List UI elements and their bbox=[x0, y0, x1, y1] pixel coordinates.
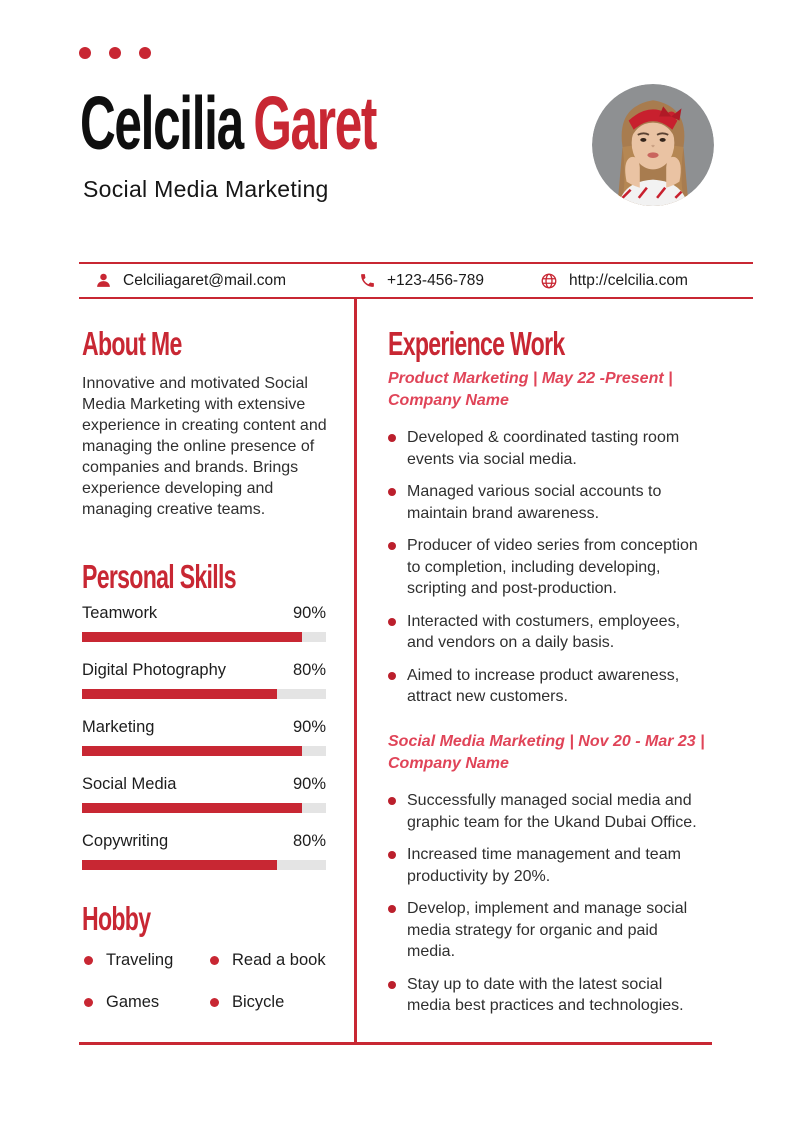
skill-bar-fill bbox=[82, 746, 302, 756]
contact-website: http://celcilia.com bbox=[540, 264, 688, 297]
skill-bar-track bbox=[82, 746, 326, 756]
skill-item: Digital Photography 80% bbox=[82, 661, 326, 699]
job-bullet: Managed various social accounts to maint… bbox=[388, 481, 703, 524]
decorative-dots bbox=[79, 47, 151, 59]
skill-percent: 90% bbox=[292, 775, 326, 793]
hobby-item: Games bbox=[84, 992, 210, 1012]
bullet-dot-icon bbox=[210, 955, 219, 965]
skill-percent: 90% bbox=[292, 718, 326, 736]
job-bullet-list: Successfully managed social media and gr… bbox=[388, 790, 718, 1017]
hobby-item: Bicycle bbox=[210, 992, 380, 1012]
profile-photo-illustration bbox=[592, 84, 714, 206]
hobby-label: Read a book bbox=[232, 950, 326, 969]
decorative-dot bbox=[79, 47, 91, 59]
contact-phone-text: +123-456-789 bbox=[387, 271, 484, 289]
experience-job: Product Marketing | May 22 -Present | Co… bbox=[388, 368, 718, 719]
skill-item: Copywriting 80% bbox=[82, 832, 326, 870]
skill-label-row: Marketing 90% bbox=[82, 718, 326, 738]
hobby-label: Traveling bbox=[106, 950, 174, 969]
job-bullet: Stay up to date with the latest social m… bbox=[388, 974, 703, 1017]
hobby-item: Read a book bbox=[210, 950, 380, 970]
experience-heading: Experience Work bbox=[388, 325, 565, 362]
skill-bar-track bbox=[82, 632, 326, 642]
decorative-dot bbox=[139, 47, 151, 59]
skill-bar-fill bbox=[82, 860, 278, 870]
skill-label: Social Media bbox=[82, 775, 177, 793]
skill-label: Marketing bbox=[82, 718, 155, 736]
bullet-dot-icon bbox=[84, 997, 93, 1007]
job-bullet: Aimed to increase product awareness, att… bbox=[388, 665, 703, 708]
experience-job: Social Media Marketing | Nov 20 - Mar 23… bbox=[388, 731, 718, 1028]
skill-item: Marketing 90% bbox=[82, 718, 326, 756]
contact-phone: +123-456-789 bbox=[359, 264, 484, 297]
bottom-rule bbox=[79, 1042, 712, 1045]
bullet-dot-icon bbox=[84, 955, 93, 965]
skill-item: Teamwork 90% bbox=[82, 604, 326, 642]
column-divider bbox=[354, 299, 357, 1043]
skill-label-row: Social Media 90% bbox=[82, 775, 326, 795]
hobby-label: Games bbox=[106, 992, 160, 1011]
skill-percent: 80% bbox=[292, 832, 326, 850]
job-bullet: Interacted with costumers, employees, an… bbox=[388, 611, 703, 654]
globe-icon bbox=[541, 273, 557, 288]
job-title: Social Media Marketing | Nov 20 - Mar 23… bbox=[388, 733, 705, 772]
skills-list: Teamwork 90% Digital Photography 80% Marketi… bbox=[82, 604, 326, 889]
person-first-name: Celcilia bbox=[80, 81, 244, 165]
contact-email: Celciliagaret@mail.com bbox=[95, 264, 286, 297]
skill-bar-fill bbox=[82, 803, 302, 813]
skill-label-row: Teamwork 90% bbox=[82, 604, 326, 624]
job-title: Product Marketing | May 22 -Present | Co… bbox=[388, 370, 673, 409]
skill-label: Teamwork bbox=[82, 604, 158, 622]
decorative-dot bbox=[109, 47, 121, 59]
profile-photo bbox=[592, 84, 714, 206]
about-text: Innovative and motivated Social Media Ma… bbox=[82, 375, 327, 518]
person-last-name: Garet bbox=[253, 81, 377, 165]
phone-icon bbox=[361, 274, 374, 287]
job-role-subtitle: Social Media Marketing bbox=[83, 176, 329, 202]
job-bullet: Successfully managed social media and gr… bbox=[388, 790, 703, 833]
contact-bar: Celciliagaret@mail.com +123-456-789 http… bbox=[79, 262, 753, 299]
contact-website-text: http://celcilia.com bbox=[569, 271, 688, 289]
skill-label: Copywriting bbox=[82, 832, 169, 850]
job-bullet: Producer of video series from conception… bbox=[388, 535, 703, 600]
bullet-dot-icon bbox=[210, 997, 219, 1007]
skills-heading: Personal Skills bbox=[82, 558, 237, 595]
skill-label: Digital Photography bbox=[82, 661, 227, 679]
skill-label-row: Digital Photography 80% bbox=[82, 661, 326, 681]
skill-bar-fill bbox=[82, 632, 302, 642]
job-bullet: Increased time management and team produ… bbox=[388, 844, 703, 887]
skill-label-row: Copywriting 80% bbox=[82, 832, 326, 852]
skill-percent: 80% bbox=[292, 661, 326, 679]
hobby-label: Bicycle bbox=[232, 992, 285, 1011]
job-bullet: Developed & coordinated tasting room eve… bbox=[388, 427, 703, 470]
skill-item: Social Media 90% bbox=[82, 775, 326, 813]
person-icon bbox=[97, 273, 110, 287]
skill-bar-track bbox=[82, 860, 326, 870]
hobby-list: Traveling Read a book Games Bicycle bbox=[84, 950, 380, 1012]
skill-bar-track bbox=[82, 803, 326, 813]
hobby-heading: Hobby bbox=[82, 900, 151, 937]
skill-percent: 90% bbox=[292, 604, 326, 622]
hobby-item: Traveling bbox=[84, 950, 210, 970]
job-bullet-list: Developed & coordinated tasting room eve… bbox=[388, 427, 718, 708]
contact-email-text: Celciliagaret@mail.com bbox=[123, 271, 287, 289]
job-bullet: Develop, implement and manage social med… bbox=[388, 898, 703, 963]
skill-bar-fill bbox=[82, 689, 278, 699]
skill-bar-track bbox=[82, 689, 326, 699]
person-name: Celcilia Garet bbox=[80, 86, 377, 161]
about-heading: About Me bbox=[82, 325, 182, 362]
